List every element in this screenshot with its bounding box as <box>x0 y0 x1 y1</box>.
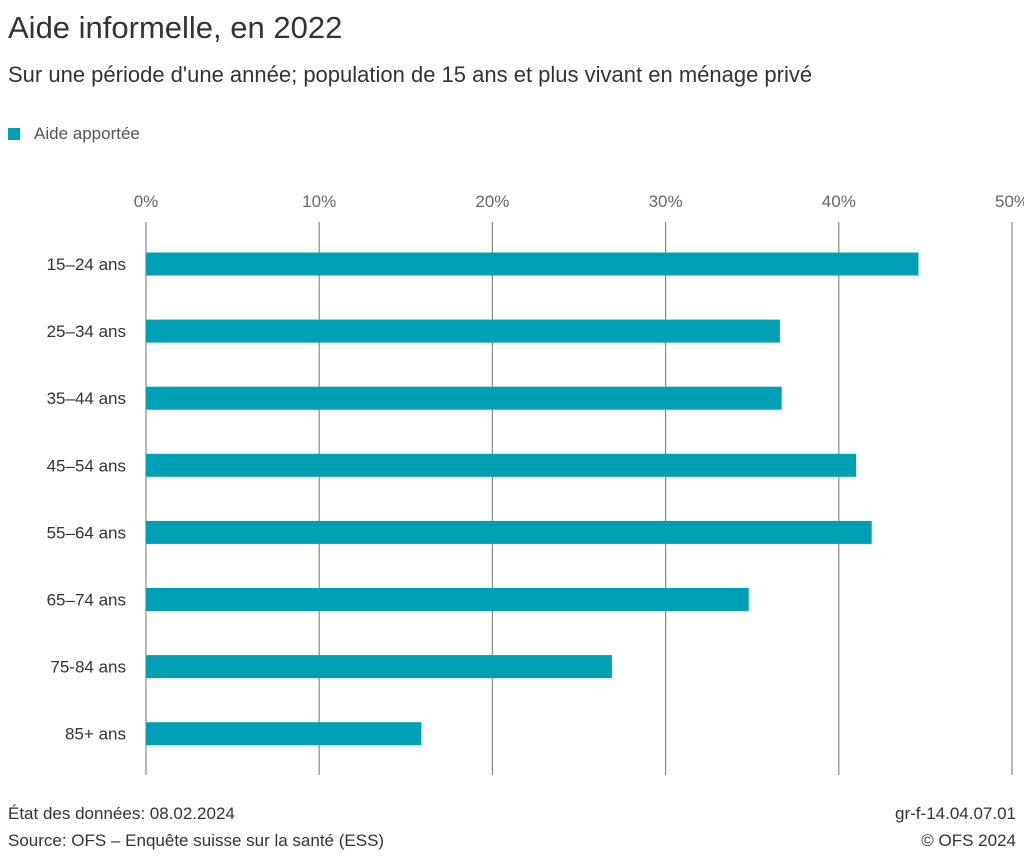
category-label: 75-84 ans <box>50 658 126 677</box>
bar <box>146 252 919 276</box>
category-label: 45–54 ans <box>47 456 126 475</box>
category-label: 55–64 ans <box>47 523 126 542</box>
x-tick-label: 20% <box>475 192 509 211</box>
chart-subtitle: Sur une période d'une année; population … <box>8 62 813 87</box>
category-label: 65–74 ans <box>47 591 126 610</box>
legend-label: Aide apportée <box>34 124 140 143</box>
x-tick-label: 30% <box>649 192 683 211</box>
copyright: © OFS 2024 <box>921 831 1016 850</box>
legend: Aide apportée <box>8 124 140 144</box>
x-axis-ticks: 0% 10% 20% 30% 40% 50% <box>134 192 1024 211</box>
category-label: 15–24 ans <box>47 255 126 274</box>
chart-title: Aide informelle, en 2022 <box>8 10 343 45</box>
bar <box>146 386 782 410</box>
category-label: 25–34 ans <box>47 322 126 341</box>
x-tick-label: 0% <box>134 192 159 211</box>
legend-swatch <box>8 128 20 140</box>
bar <box>146 588 749 611</box>
data-status: État des données: 08.02.2024 <box>8 804 235 823</box>
y-axis-categories: 15–24 ans 25–34 ans 35–44 ans 45–54 ans 55–6… <box>47 255 126 744</box>
footer-left: État des données: 08.02.2024 Source: OFS… <box>8 800 384 854</box>
grid-lines <box>145 222 1013 775</box>
bar <box>146 453 857 477</box>
bars <box>146 252 919 746</box>
bar-chart: 0% 10% 20% 30% 40% 50% 15–24 ans 25–34 ans 35–4… <box>47 192 1024 775</box>
chart-code: gr-f-14.04.07.01 <box>895 804 1016 823</box>
bar <box>146 655 612 679</box>
x-tick-label: 10% <box>302 192 336 211</box>
footer-right: gr-f-14.04.07.01 © OFS 2024 <box>895 800 1016 854</box>
bar <box>146 722 422 746</box>
data-source: Source: OFS – Enquête suisse sur la sant… <box>8 831 385 850</box>
bar <box>146 520 872 544</box>
x-tick-label: 40% <box>822 192 856 211</box>
category-label: 35–44 ans <box>47 389 126 408</box>
bar <box>146 319 780 343</box>
category-label: 85+ ans <box>65 725 126 744</box>
x-tick-label: 50% <box>995 192 1024 211</box>
